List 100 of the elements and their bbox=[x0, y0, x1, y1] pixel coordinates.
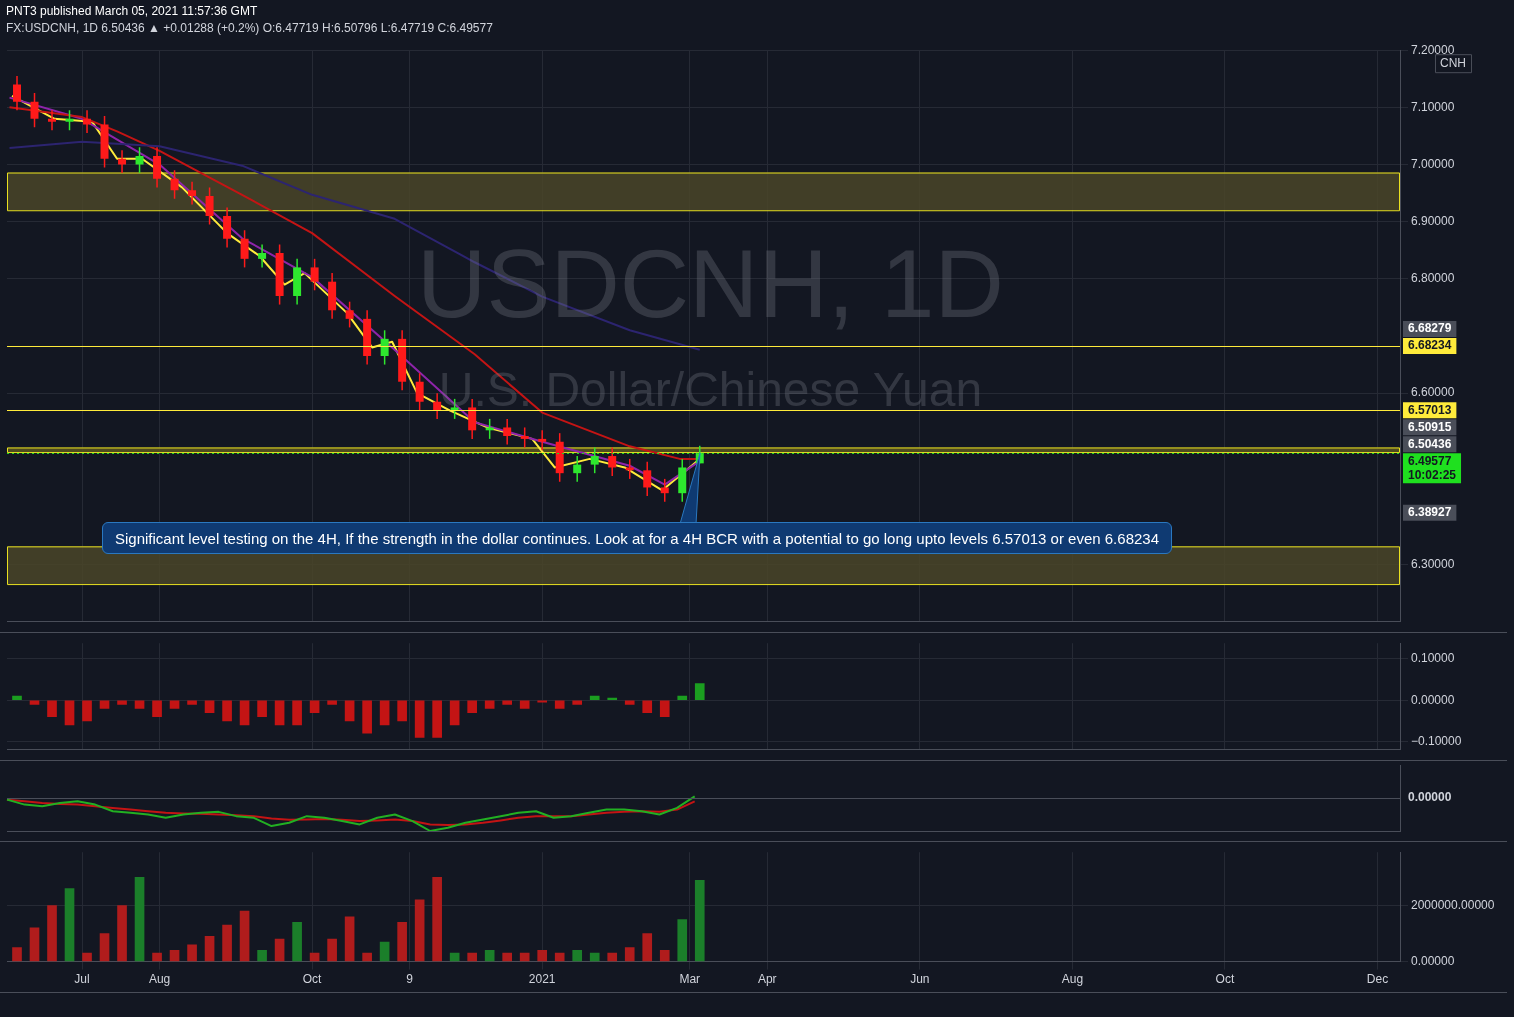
bar bbox=[169, 700, 180, 709]
candlestick bbox=[520, 426, 529, 449]
candlestick bbox=[83, 109, 92, 134]
bar bbox=[414, 899, 425, 962]
bar bbox=[82, 700, 92, 722]
candlestick bbox=[223, 206, 232, 249]
bar bbox=[414, 700, 425, 738]
y-tick-label: 7.00000 bbox=[1411, 156, 1455, 171]
text: 6.50915 bbox=[1408, 419, 1452, 434]
bar bbox=[204, 700, 215, 713]
x-tick-label: Oct bbox=[1215, 972, 1235, 987]
bar bbox=[47, 700, 57, 718]
candlestick bbox=[258, 243, 267, 269]
bar bbox=[362, 952, 372, 962]
bar bbox=[502, 952, 513, 962]
bar bbox=[484, 700, 495, 709]
bar bbox=[694, 879, 705, 962]
bar bbox=[222, 700, 232, 722]
bar bbox=[257, 950, 267, 962]
bar bbox=[64, 888, 75, 962]
y-tick-label: −0.10000 bbox=[1411, 733, 1462, 748]
candlestick bbox=[65, 109, 74, 131]
bar bbox=[187, 700, 197, 705]
bar bbox=[589, 952, 600, 962]
bar bbox=[694, 683, 705, 701]
bar bbox=[82, 952, 92, 962]
bar bbox=[537, 950, 548, 962]
annotation: Significant level testing on the 4H, If the strength in the dollar continues. Look at for a 4H BCR with a potential to go long upto levels 6.57013 or even 6.68234 bbox=[102, 521, 1172, 554]
bar bbox=[169, 950, 180, 962]
ref-line-label: 6.49577 10:02:25 bbox=[1408, 453, 1457, 482]
bar bbox=[502, 700, 513, 705]
y-tick-label: 7.20000 bbox=[1411, 42, 1455, 57]
candlestick bbox=[660, 478, 669, 503]
bar bbox=[607, 697, 618, 701]
bar bbox=[12, 695, 22, 701]
bar bbox=[379, 700, 390, 726]
bar bbox=[572, 700, 583, 705]
x-tick-label: Oct bbox=[302, 972, 323, 987]
bar bbox=[537, 700, 548, 703]
x-tick-label: 2021 bbox=[528, 972, 556, 987]
candlestick bbox=[188, 180, 197, 206]
candlestick bbox=[380, 329, 389, 366]
chart-subtitle: FX:USDCNH, 1D 6.50436 ▲ +0.01288 (+0.2%) O:6.47719 H:6.50796 L:6.47719 C:6.49577 bbox=[6, 20, 494, 37]
text: CNH bbox=[1440, 55, 1466, 70]
ref-line-label: 6.68234 bbox=[1408, 338, 1452, 353]
candlestick bbox=[433, 392, 442, 420]
bar bbox=[292, 922, 302, 962]
y-tick-label: 6.80000 bbox=[1411, 271, 1455, 286]
candlestick bbox=[573, 455, 582, 483]
text: 6.38927 bbox=[1408, 505, 1452, 520]
candlestick bbox=[538, 429, 547, 452]
candlestick bbox=[205, 186, 214, 226]
ref-line-label: 6.57013 bbox=[1408, 402, 1452, 417]
bar bbox=[99, 933, 110, 962]
bar bbox=[99, 700, 110, 709]
candlestick bbox=[310, 258, 319, 292]
bar bbox=[12, 947, 22, 962]
x-tick-label: Jul bbox=[74, 972, 90, 987]
candlestick bbox=[118, 149, 127, 174]
bar bbox=[204, 936, 215, 962]
bar bbox=[222, 924, 232, 962]
candlestick bbox=[625, 458, 634, 480]
candlestick bbox=[30, 92, 39, 129]
text: 6.50436 bbox=[1408, 436, 1452, 451]
y-tick-label: 7.10000 bbox=[1411, 99, 1455, 114]
bar bbox=[152, 952, 162, 962]
bar bbox=[117, 905, 127, 962]
bar bbox=[379, 941, 390, 962]
bar bbox=[344, 916, 355, 962]
x-tick-label: Dec bbox=[1366, 972, 1389, 987]
bar bbox=[327, 700, 337, 705]
candlestick bbox=[643, 461, 652, 497]
bar bbox=[239, 700, 250, 726]
bar bbox=[554, 700, 565, 709]
x-tick-label: Jun bbox=[910, 972, 930, 987]
bar bbox=[642, 933, 653, 962]
bar bbox=[64, 700, 75, 726]
bar bbox=[484, 950, 495, 962]
bar bbox=[274, 938, 285, 962]
bar bbox=[344, 700, 355, 722]
bar bbox=[152, 700, 162, 718]
candlestick bbox=[48, 109, 57, 131]
bar bbox=[397, 700, 407, 722]
bar bbox=[239, 910, 250, 962]
x-tick-label: Aug bbox=[1061, 972, 1084, 987]
bar bbox=[467, 700, 477, 713]
bar bbox=[519, 952, 530, 962]
bar bbox=[187, 944, 197, 962]
bar bbox=[554, 952, 565, 962]
bar bbox=[624, 700, 635, 705]
candlestick bbox=[153, 146, 162, 189]
x-tick-label: 9 bbox=[406, 972, 414, 987]
y-tick-label: 0.00000 bbox=[1411, 953, 1455, 968]
bar bbox=[134, 877, 145, 962]
y-tick-label: 2000000.00000 bbox=[1411, 897, 1495, 912]
chart-title: PNT3 published March 05, 2021 11:57:36 GMT bbox=[6, 3, 259, 20]
candlestick bbox=[170, 169, 179, 200]
bar bbox=[29, 700, 40, 705]
candlestick bbox=[415, 372, 424, 412]
candlestick bbox=[503, 418, 512, 446]
